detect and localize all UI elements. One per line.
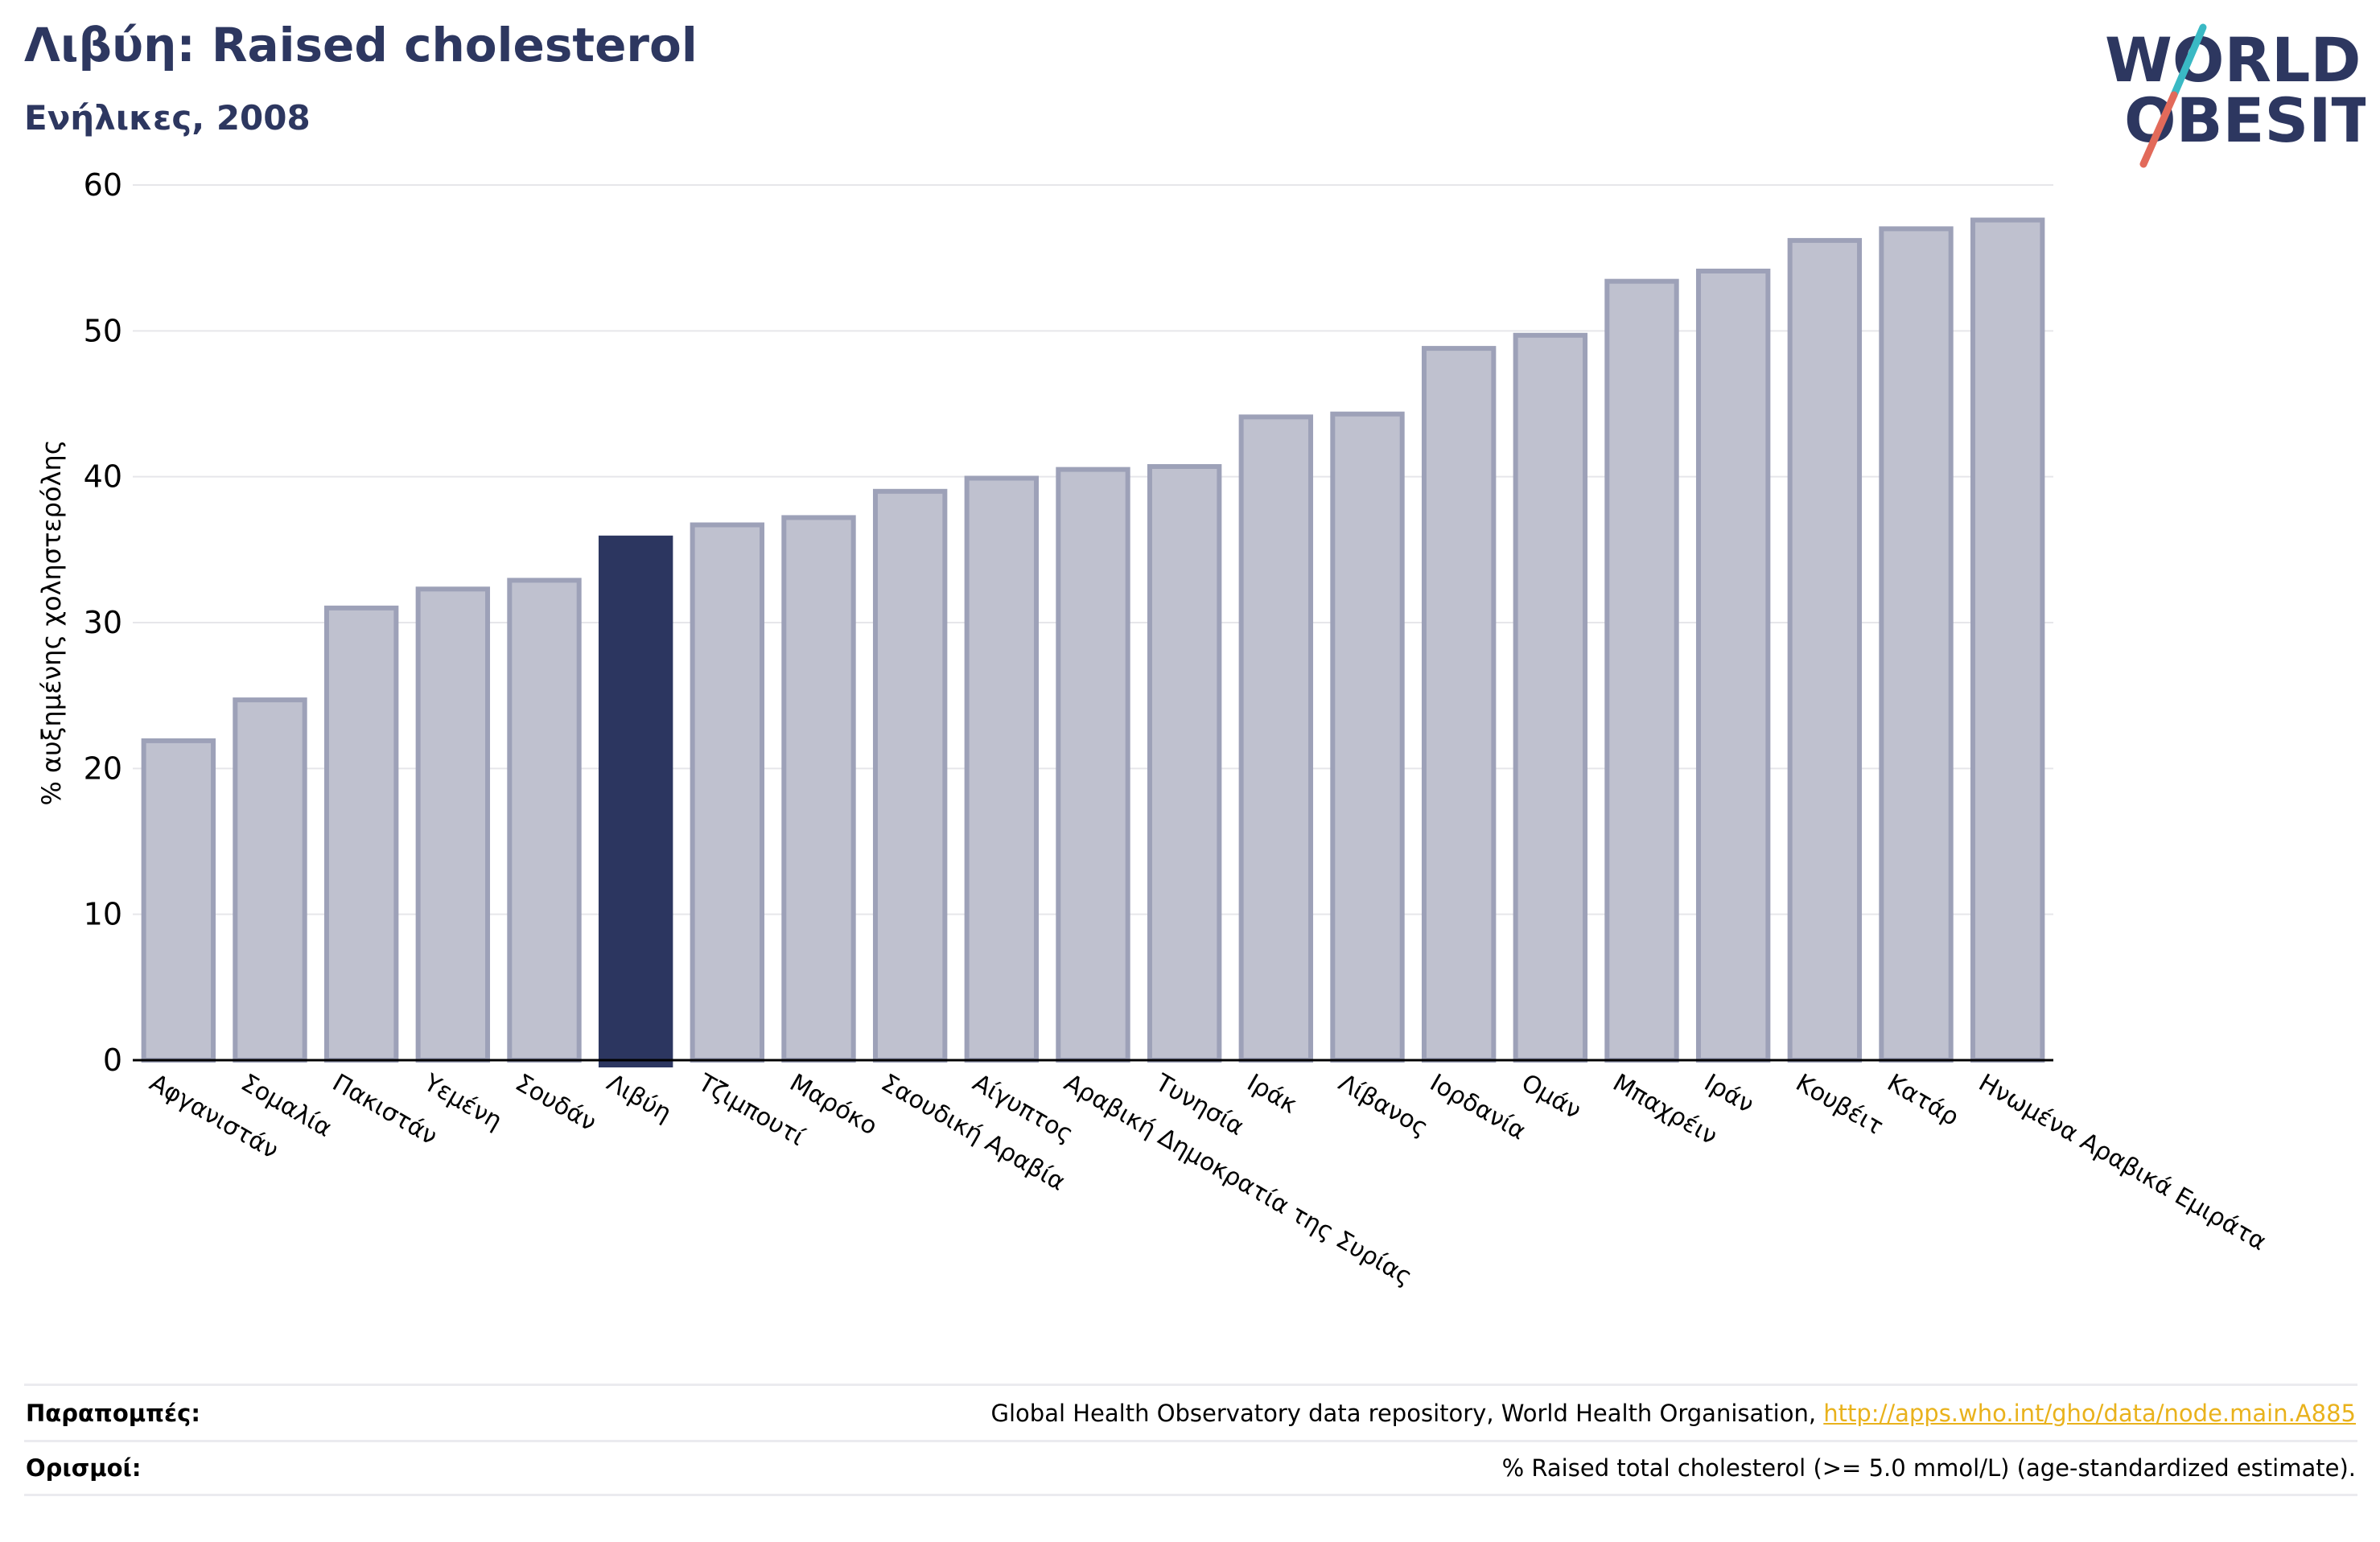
definitions-row: Ορισμοί: % Raised total cholesterol (>= … [24, 1440, 2357, 1496]
bar [233, 697, 307, 1063]
bar [1695, 268, 1771, 1063]
x-tick-label: Ιράν [1699, 1069, 1758, 1120]
x-tick-label: Ομάν [1517, 1069, 1586, 1125]
x-tick-label: Ιορδανία [1425, 1069, 1530, 1146]
bar [872, 488, 948, 1063]
chart-footer: Παραπομπές: Global Health Observatory da… [24, 1384, 2357, 1496]
references-text: Global Health Observatory data repositor… [990, 1399, 1824, 1427]
bar [1056, 467, 1130, 1063]
bar [1513, 332, 1588, 1063]
bar-highlighted [598, 535, 673, 1067]
x-tick-label: Κουβέιτ [1791, 1069, 1888, 1141]
references-label: Παραπομπές: [26, 1399, 200, 1427]
bar [415, 586, 491, 1063]
references-row: Παραπομπές: Global Health Observatory da… [24, 1384, 2357, 1440]
chart-subtitle: Ενήλικες, 2008 [24, 98, 311, 138]
x-tick-label: Πακιστάν [327, 1069, 442, 1151]
x-tick-label: Ιράκ [1242, 1069, 1302, 1120]
y-tick-label: 0 [103, 1042, 122, 1078]
references-link[interactable]: http://apps.who.int/gho/data/node.main.A… [1823, 1399, 2356, 1427]
y-tick-label: 50 [84, 313, 122, 348]
y-tick-label: 40 [84, 459, 122, 495]
x-tick-label: Κατάρ [1883, 1069, 1964, 1132]
definitions-text: % Raised total cholesterol (>= 5.0 mmol/… [1501, 1454, 2356, 1482]
logo-slash-top [2170, 23, 2207, 99]
definitions-label: Ορισμοί: [26, 1454, 142, 1482]
bar [1330, 411, 1405, 1063]
y-tick-label: 10 [84, 897, 122, 932]
x-tick-label: Σουδάν [511, 1069, 601, 1137]
bar [1970, 217, 2045, 1063]
bar [781, 515, 856, 1063]
bar [690, 522, 765, 1063]
bar [1604, 278, 1679, 1063]
world-obesity-logo: WORLD OBESITY [2105, 23, 2366, 168]
bar [507, 578, 582, 1063]
y-tick-label: 20 [84, 750, 122, 786]
bar [323, 605, 399, 1063]
logo-line-1: WORLD [2105, 24, 2361, 96]
x-tick-label: Ηνωμένα Αραβικά Εμιράτα [1974, 1069, 2271, 1256]
bars [141, 217, 2045, 1067]
bar [141, 738, 216, 1063]
bar [1147, 463, 1222, 1063]
bar-chart: 0 10 20 30 40 50 60 ΑφγανιστάνΣομαλίαΠακιστάνΥ… [36, 167, 2271, 1291]
y-axis-label: % αυξημένης χοληστερόλης [36, 439, 67, 805]
y-axis-ticks: 0 10 20 30 40 50 60 [84, 167, 122, 1078]
x-tick-label: Λίβανος [1334, 1069, 1433, 1142]
bar [964, 475, 1040, 1063]
bar [1787, 237, 1863, 1063]
y-tick-label: 30 [84, 605, 122, 640]
y-tick-label: 60 [84, 167, 122, 203]
chart-title: Λιβύη: Raised cholesterol [24, 18, 698, 72]
x-tick-label: Λιβύη [602, 1069, 676, 1128]
logo-slash-bottom [2139, 91, 2178, 168]
bar [1238, 414, 1314, 1063]
references-text-wrapper: Global Health Observatory data repositor… [991, 1400, 2356, 1427]
x-tick-label: Μπαχρέιν [1608, 1069, 1723, 1151]
bar [1879, 226, 1954, 1063]
bar [1421, 346, 1497, 1063]
